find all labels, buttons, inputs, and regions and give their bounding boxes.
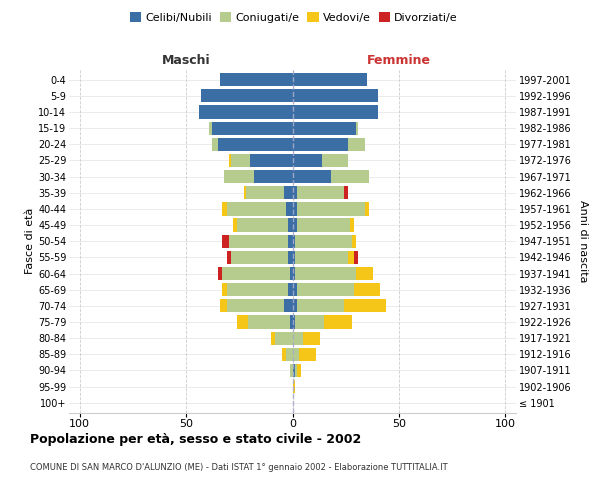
Bar xyxy=(218,138,293,151)
Bar xyxy=(293,234,295,248)
Bar xyxy=(295,364,297,377)
Bar xyxy=(293,218,297,232)
Bar xyxy=(288,251,293,264)
Bar xyxy=(350,218,354,232)
Bar xyxy=(245,186,284,200)
Bar xyxy=(201,89,293,102)
Bar xyxy=(293,267,295,280)
Bar xyxy=(233,218,237,232)
Bar xyxy=(297,364,301,377)
Bar xyxy=(222,234,229,248)
Bar xyxy=(295,251,348,264)
Bar xyxy=(293,348,299,361)
Bar xyxy=(344,186,348,200)
Bar xyxy=(354,251,358,264)
Bar xyxy=(227,251,231,264)
Bar xyxy=(297,283,354,296)
Bar xyxy=(229,234,288,248)
Y-axis label: Anni di nascita: Anni di nascita xyxy=(578,200,589,282)
Bar xyxy=(325,316,352,328)
Bar xyxy=(356,122,358,135)
Bar xyxy=(293,202,297,215)
Bar xyxy=(293,186,297,200)
Bar xyxy=(244,186,245,200)
Bar xyxy=(290,364,293,377)
Bar xyxy=(303,332,320,345)
Bar xyxy=(220,299,227,312)
Bar xyxy=(331,170,369,183)
Bar xyxy=(354,283,380,296)
Bar xyxy=(227,283,288,296)
Text: Maschi: Maschi xyxy=(161,54,211,68)
Text: Popolazione per età, sesso e stato civile - 2002: Popolazione per età, sesso e stato civil… xyxy=(30,432,361,446)
Bar xyxy=(348,138,365,151)
Bar xyxy=(220,73,293,86)
Bar xyxy=(348,251,354,264)
Bar xyxy=(293,299,297,312)
Text: Femmine: Femmine xyxy=(367,54,431,68)
Bar xyxy=(222,267,290,280)
Bar xyxy=(356,267,373,280)
Bar xyxy=(282,348,286,361)
Bar xyxy=(293,73,367,86)
Bar xyxy=(293,106,377,118)
Bar xyxy=(293,364,295,377)
Bar xyxy=(297,218,350,232)
Bar xyxy=(227,202,286,215)
Bar xyxy=(297,299,344,312)
Bar xyxy=(352,234,356,248)
Bar xyxy=(227,299,284,312)
Bar xyxy=(231,251,288,264)
Bar xyxy=(250,154,293,167)
Bar xyxy=(293,332,303,345)
Bar xyxy=(293,89,377,102)
Bar xyxy=(293,283,297,296)
Bar xyxy=(275,332,293,345)
Bar xyxy=(218,267,222,280)
Bar xyxy=(293,170,331,183)
Bar xyxy=(290,267,293,280)
Bar xyxy=(295,234,352,248)
Text: COMUNE DI SAN MARCO D'ALUNZIO (ME) - Dati ISTAT 1° gennaio 2002 - Elaborazione T: COMUNE DI SAN MARCO D'ALUNZIO (ME) - Dat… xyxy=(30,462,448,471)
Bar xyxy=(344,299,386,312)
Bar xyxy=(293,316,295,328)
Bar xyxy=(199,106,293,118)
Bar xyxy=(365,202,369,215)
Bar xyxy=(284,186,293,200)
Bar xyxy=(209,122,212,135)
Bar xyxy=(293,138,348,151)
Y-axis label: Fasce di età: Fasce di età xyxy=(25,208,35,274)
Bar xyxy=(290,316,293,328)
Bar xyxy=(295,316,325,328)
Bar xyxy=(212,122,293,135)
Bar xyxy=(288,218,293,232)
Bar xyxy=(231,154,250,167)
Bar xyxy=(222,202,227,215)
Bar xyxy=(237,316,248,328)
Legend: Celibi/Nubili, Coniugati/e, Vedovi/e, Divorziati/e: Celibi/Nubili, Coniugati/e, Vedovi/e, Di… xyxy=(126,8,462,28)
Bar xyxy=(288,283,293,296)
Bar xyxy=(212,138,218,151)
Bar xyxy=(254,170,293,183)
Bar xyxy=(293,251,295,264)
Bar xyxy=(271,332,275,345)
Bar xyxy=(237,218,288,232)
Bar xyxy=(297,186,344,200)
Bar xyxy=(293,380,295,394)
Bar xyxy=(286,348,293,361)
Bar xyxy=(288,234,293,248)
Bar xyxy=(224,170,254,183)
Bar xyxy=(295,267,356,280)
Bar xyxy=(322,154,348,167)
Bar xyxy=(284,299,293,312)
Bar xyxy=(293,122,356,135)
Bar xyxy=(286,202,293,215)
Bar xyxy=(222,283,227,296)
Bar xyxy=(229,154,231,167)
Bar xyxy=(299,348,316,361)
Bar xyxy=(293,154,322,167)
Bar xyxy=(248,316,290,328)
Bar xyxy=(297,202,365,215)
